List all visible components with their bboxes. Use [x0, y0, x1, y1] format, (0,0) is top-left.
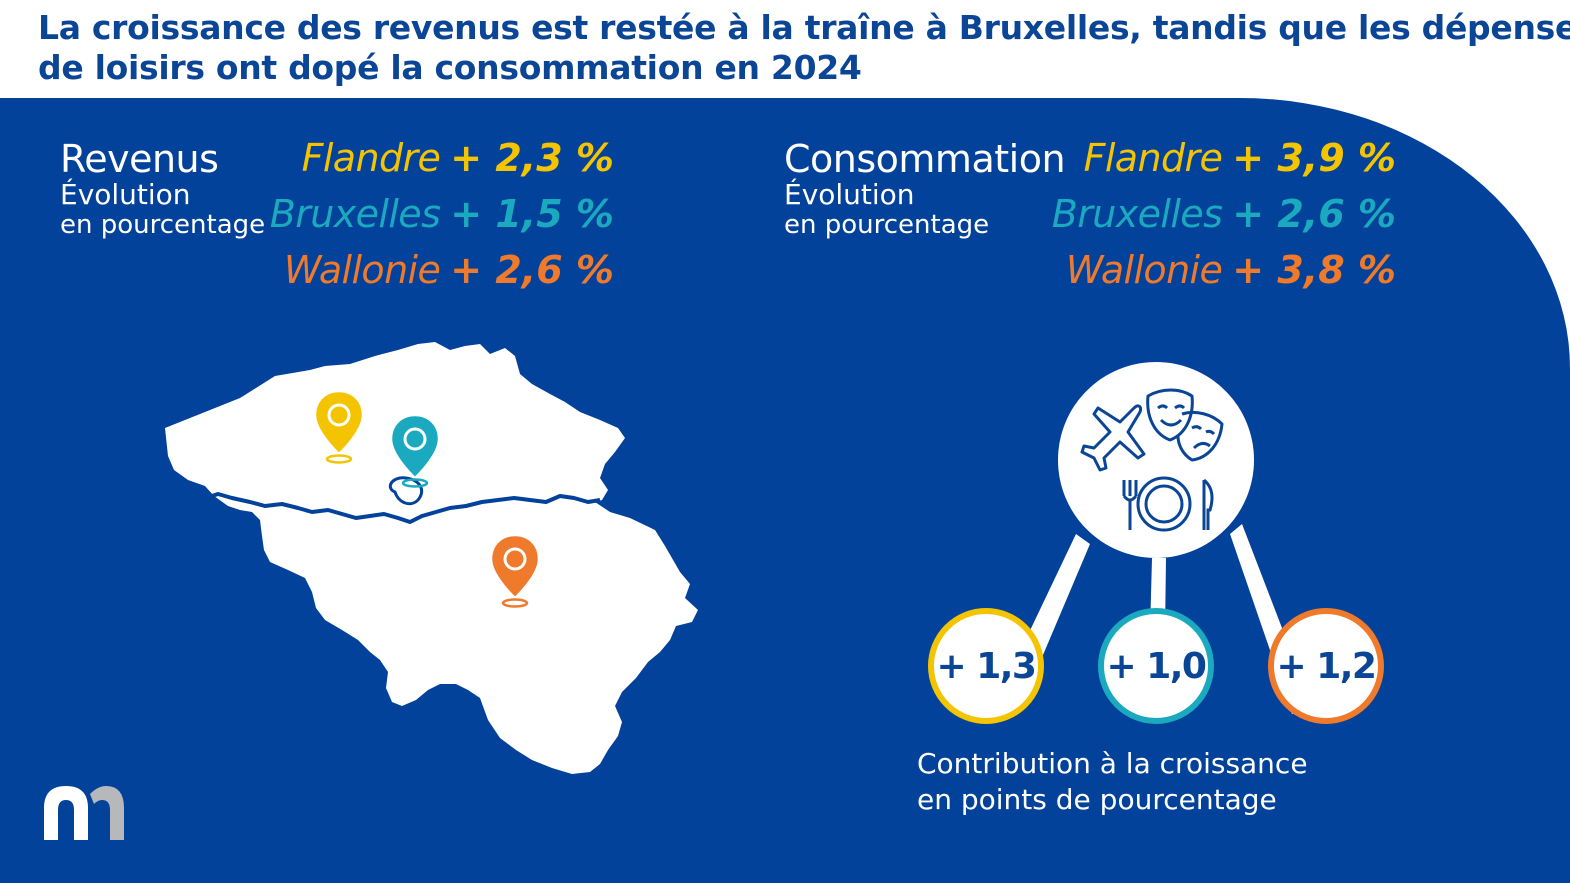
revenus-value-flandre: + 2,3 %: [450, 136, 614, 180]
infographic-panel: Revenus Évolution en pourcentage Flandre…: [0, 98, 1570, 883]
consommation-subtitle-2: en pourcentage: [784, 210, 990, 240]
revenus-row-bruxelles: Bruxelles + 1,5 %: [14, 186, 614, 242]
revenus-title: Revenus: [60, 137, 219, 181]
contribution-bruxelles-badge: + 1,0: [1098, 608, 1214, 724]
revenus-value-wallonie: + 2,6 %: [450, 248, 614, 292]
belgium-map: [160, 340, 705, 780]
leisure-circle: [1058, 362, 1254, 558]
revenus-heading: Revenus Évolution en pourcentage: [60, 138, 265, 240]
belgium-map-shape: [165, 342, 698, 774]
consommation-region-flandre: Flandre: [1083, 136, 1223, 180]
map-pin-bruxelles-icon: [388, 412, 442, 490]
consommation-row-wallonie: Wallonie + 3,8 %: [796, 242, 1396, 298]
consommation-row-bruxelles: Bruxelles + 2,6 %: [796, 186, 1396, 242]
headline: La croissance des revenus est restée à l…: [38, 8, 1570, 88]
consommation-region-bruxelles: Bruxelles: [1051, 192, 1223, 236]
revenus-rows: Flandre + 2,3 % Bruxelles + 1,5 % Wallon…: [14, 130, 614, 298]
consommation-value-flandre: + 3,9 %: [1232, 136, 1396, 180]
headline-line-2: de loisirs ont dopé la consommation en 2…: [38, 48, 862, 87]
caption-line-2: en points de pourcentage: [917, 783, 1277, 816]
headline-line-1: La croissance des revenus est restée à l…: [38, 8, 1570, 47]
contribution-caption: Contribution à la croissance en points d…: [917, 746, 1308, 818]
consommation-rows: Flandre + 3,9 % Bruxelles + 2,6 % Wallon…: [796, 130, 1396, 298]
revenus-row-flandre: Flandre + 2,3 %: [14, 130, 614, 186]
consommation-title: Consommation: [784, 137, 1066, 181]
caption-line-1: Contribution à la croissance: [917, 747, 1308, 780]
consommation-subtitle-1: Évolution: [784, 178, 915, 211]
map-pin-wallonie-icon: [488, 532, 542, 610]
revenus-row-wallonie: Wallonie + 2,6 %: [14, 242, 614, 298]
consommation-region-wallonie: Wallonie: [1065, 248, 1223, 292]
map-pin-flandre-icon: [312, 388, 366, 466]
revenus-subtitle-1: Évolution: [60, 178, 191, 211]
contribution-wallonie-badge: + 1,2: [1268, 608, 1384, 724]
revenus-region-wallonie: Wallonie: [283, 248, 441, 292]
contribution-bruxelles-value: + 1,0: [1106, 645, 1207, 687]
contribution-wallonie-value: + 1,2: [1276, 645, 1377, 687]
consommation-value-wallonie: + 3,8 %: [1232, 248, 1396, 292]
nbb-logo-icon: [44, 784, 124, 840]
consommation-heading: Consommation Évolution en pourcentage: [784, 137, 1066, 240]
revenus-subtitle-2: en pourcentage: [60, 210, 266, 240]
revenus-region-flandre: Flandre: [301, 136, 441, 180]
revenus-region-bruxelles: Bruxelles: [269, 192, 441, 236]
consommation-row-flandre: Flandre + 3,9 %: [796, 130, 1396, 186]
contribution-flandre-badge: + 1,3: [928, 608, 1044, 724]
consommation-value-bruxelles: + 2,6 %: [1232, 192, 1396, 236]
plate-cutlery-icon: [1122, 476, 1214, 532]
revenus-value-bruxelles: + 1,5 %: [450, 192, 614, 236]
theater-masks-icon: [1146, 388, 1224, 462]
contribution-flandre-value: + 1,3: [936, 645, 1037, 687]
airplane-icon: [1080, 404, 1146, 472]
